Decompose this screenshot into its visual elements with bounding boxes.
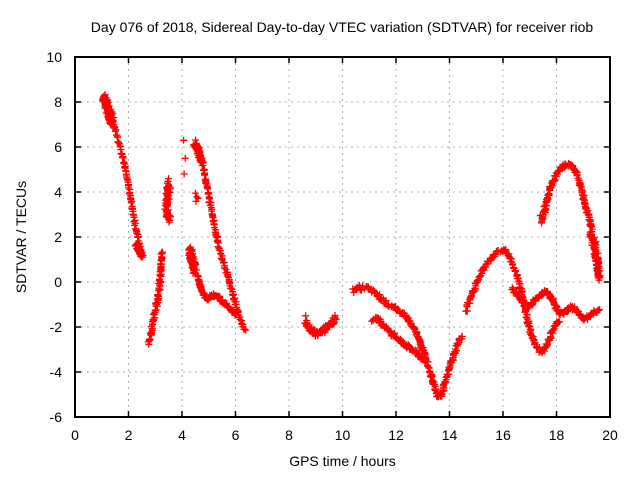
x-axis-label: GPS time / hours	[289, 453, 396, 469]
y-tick-label: 6	[54, 139, 62, 155]
y-tick-label: 4	[54, 184, 62, 200]
y-tick-label: 2	[54, 229, 62, 245]
y-tick-label: 0	[54, 274, 62, 290]
y-tick-label: -2	[50, 319, 63, 335]
x-tick-label: 0	[71, 427, 79, 443]
x-tick-label: 20	[602, 427, 618, 443]
x-tick-label: 14	[442, 427, 458, 443]
y-tick-label: 10	[46, 49, 62, 65]
y-tick-label: -4	[50, 364, 63, 380]
x-tick-label: 12	[388, 427, 404, 443]
y-tick-label: 8	[54, 94, 62, 110]
x-tick-label: 4	[178, 427, 186, 443]
x-tick-label: 16	[495, 427, 511, 443]
x-tick-label: 8	[285, 427, 293, 443]
y-tick-label: -6	[50, 409, 63, 425]
chart-title: Day 076 of 2018, Sidereal Day-to-day VTE…	[90, 19, 594, 35]
x-tick-label: 6	[232, 427, 240, 443]
x-tick-label: 2	[125, 427, 133, 443]
x-tick-label: 18	[549, 427, 565, 443]
x-tick-label: 10	[335, 427, 351, 443]
data-markers	[99, 91, 604, 401]
